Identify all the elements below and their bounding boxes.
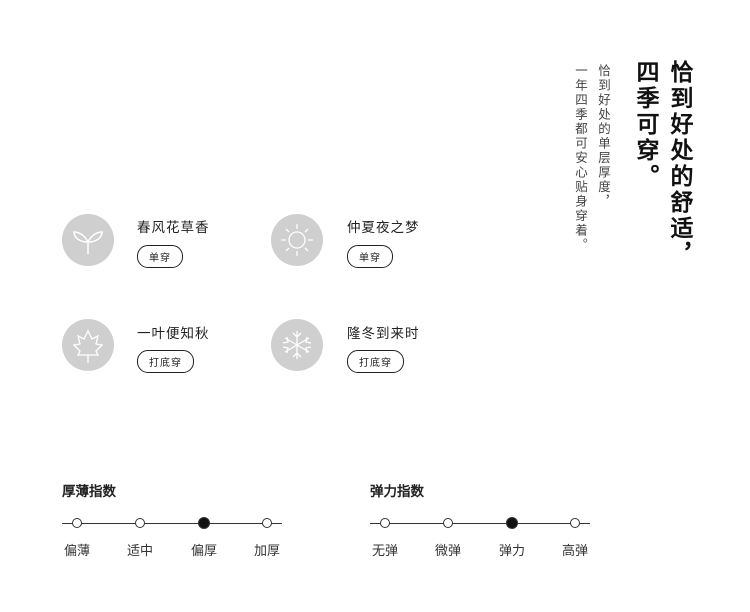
- season-badge: 单穿: [137, 245, 183, 268]
- season-name: 一叶便知秋: [137, 326, 210, 342]
- scale-dot-selected: [198, 517, 210, 529]
- scale-dot: [443, 518, 453, 528]
- scale-label: 无弹: [371, 544, 399, 559]
- scale-dot: [72, 518, 82, 528]
- snowflake-icon: [271, 319, 323, 371]
- season-badge: 打底穿: [347, 350, 404, 373]
- season-badge: 打底穿: [137, 350, 194, 373]
- heading-line2: 四季可穿。: [632, 60, 658, 190]
- season-name: 春风花草香: [137, 220, 210, 236]
- scale-dot-selected: [506, 517, 518, 529]
- season-name: 仲夏夜之梦: [347, 220, 420, 236]
- season-name: 隆冬到来时: [347, 326, 420, 342]
- scale-dot: [380, 518, 390, 528]
- season-badge: 单穿: [347, 245, 393, 268]
- sun-icon: [271, 214, 323, 266]
- scale-label: 偏薄: [63, 544, 91, 559]
- subheading-line2: 一年四季都可安心贴身穿着。: [573, 64, 588, 253]
- scale-label: 弹力: [498, 544, 526, 559]
- thickness-scale: [62, 523, 282, 524]
- sprout-icon: [62, 214, 114, 266]
- elasticity-title: 弹力指数: [370, 484, 424, 500]
- scale-label: 微弹: [434, 544, 462, 559]
- scale-dot: [135, 518, 145, 528]
- scale-label: 偏厚: [190, 544, 218, 559]
- scale-label: 高弹: [561, 544, 589, 559]
- scale-dot: [570, 518, 580, 528]
- scale-label: 加厚: [253, 544, 281, 559]
- heading-line1: 恰到好处的舒适，: [666, 60, 692, 268]
- scale-label: 适中: [126, 544, 154, 559]
- maple-leaf-icon: [62, 319, 114, 371]
- scale-dot: [262, 518, 272, 528]
- thickness-title: 厚薄指数: [62, 484, 116, 500]
- subheading-line1: 恰到好处的单层厚度，: [596, 64, 611, 209]
- elasticity-scale: [370, 523, 590, 524]
